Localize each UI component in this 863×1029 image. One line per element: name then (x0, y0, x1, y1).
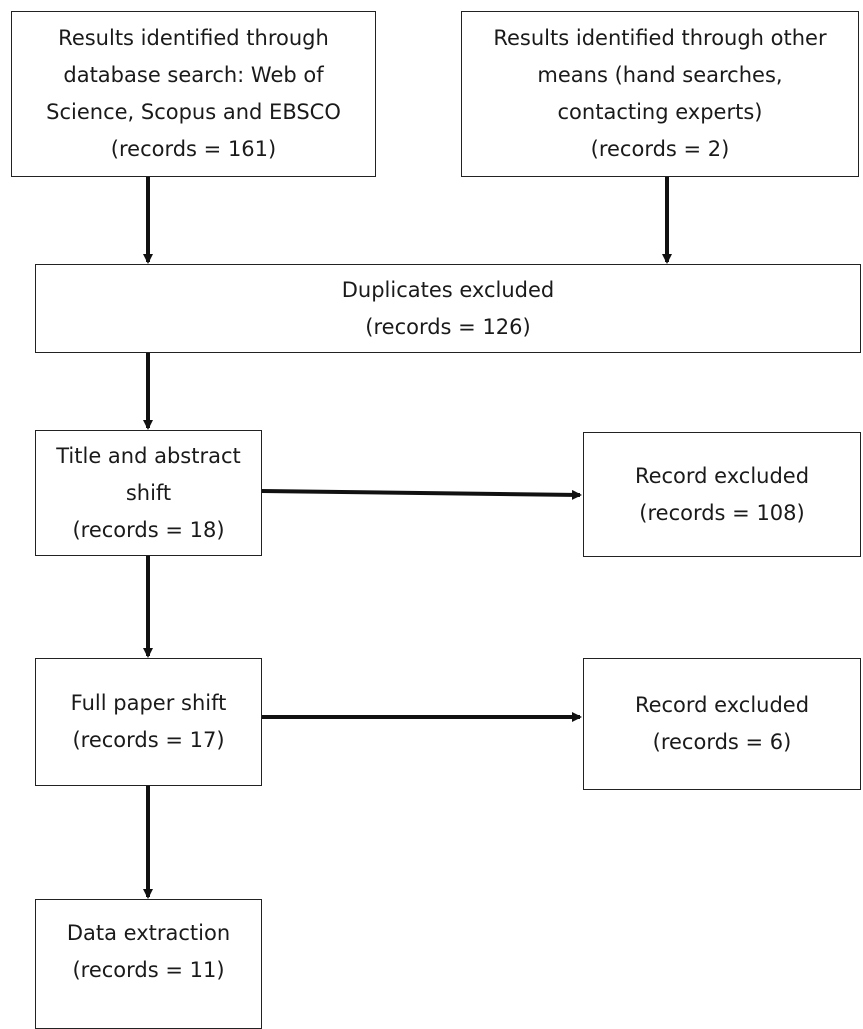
other-means-line-2: means (hand searches, (537, 63, 783, 87)
record-excluded-box-1: Record excluded (records = 108) (583, 432, 861, 557)
other-means-line-3: contacting experts) (557, 100, 763, 124)
record-excluded-1-line-1: Record excluded (634, 463, 810, 488)
data-extraction-line-2: (records = 11) (72, 958, 225, 982)
database-search-line-4: (records = 161) (110, 137, 277, 161)
database-search-line-1: Results identified through (58, 26, 329, 50)
arrow-title-abstract-to-excluded (261, 489, 582, 500)
other-means-box: Results identified through other means (… (461, 11, 859, 177)
data-extraction-box: Data extraction (records = 11) (35, 899, 262, 1029)
full-paper-line-2: (records = 17) (72, 728, 225, 752)
duplicates-line-1: Duplicates excluded (341, 277, 555, 302)
record-excluded-1-line-2: (records = 108) (639, 500, 805, 525)
other-means-line-4: (records = 2) (590, 137, 730, 161)
database-search-box: Results identified through database sear… (11, 11, 376, 177)
duplicates-excluded-box: Duplicates excluded (records = 126) (35, 264, 861, 353)
title-abstract-line-3: (records = 18) (72, 517, 225, 542)
full-paper-box: Full paper shift (records = 17) (35, 658, 262, 786)
title-abstract-box: Title and abstract shift (records = 18) (35, 430, 262, 556)
record-excluded-2-line-2: (records = 6) (652, 730, 792, 754)
title-abstract-line-2: shift (125, 480, 172, 505)
database-search-line-3: Science, Scopus and EBSCO (46, 100, 341, 124)
duplicates-line-2: (records = 126) (365, 314, 531, 339)
full-paper-line-1: Full paper shift (70, 691, 227, 715)
data-extraction-line-1: Data extraction (66, 921, 231, 945)
database-search-line-2: database search: Web of (63, 63, 324, 87)
other-means-line-1: Results identified through other (493, 26, 827, 50)
record-excluded-2-line-1: Record excluded (634, 693, 810, 717)
record-excluded-box-2: Record excluded (records = 6) (583, 658, 861, 790)
title-abstract-line-1: Title and abstract (56, 443, 241, 468)
